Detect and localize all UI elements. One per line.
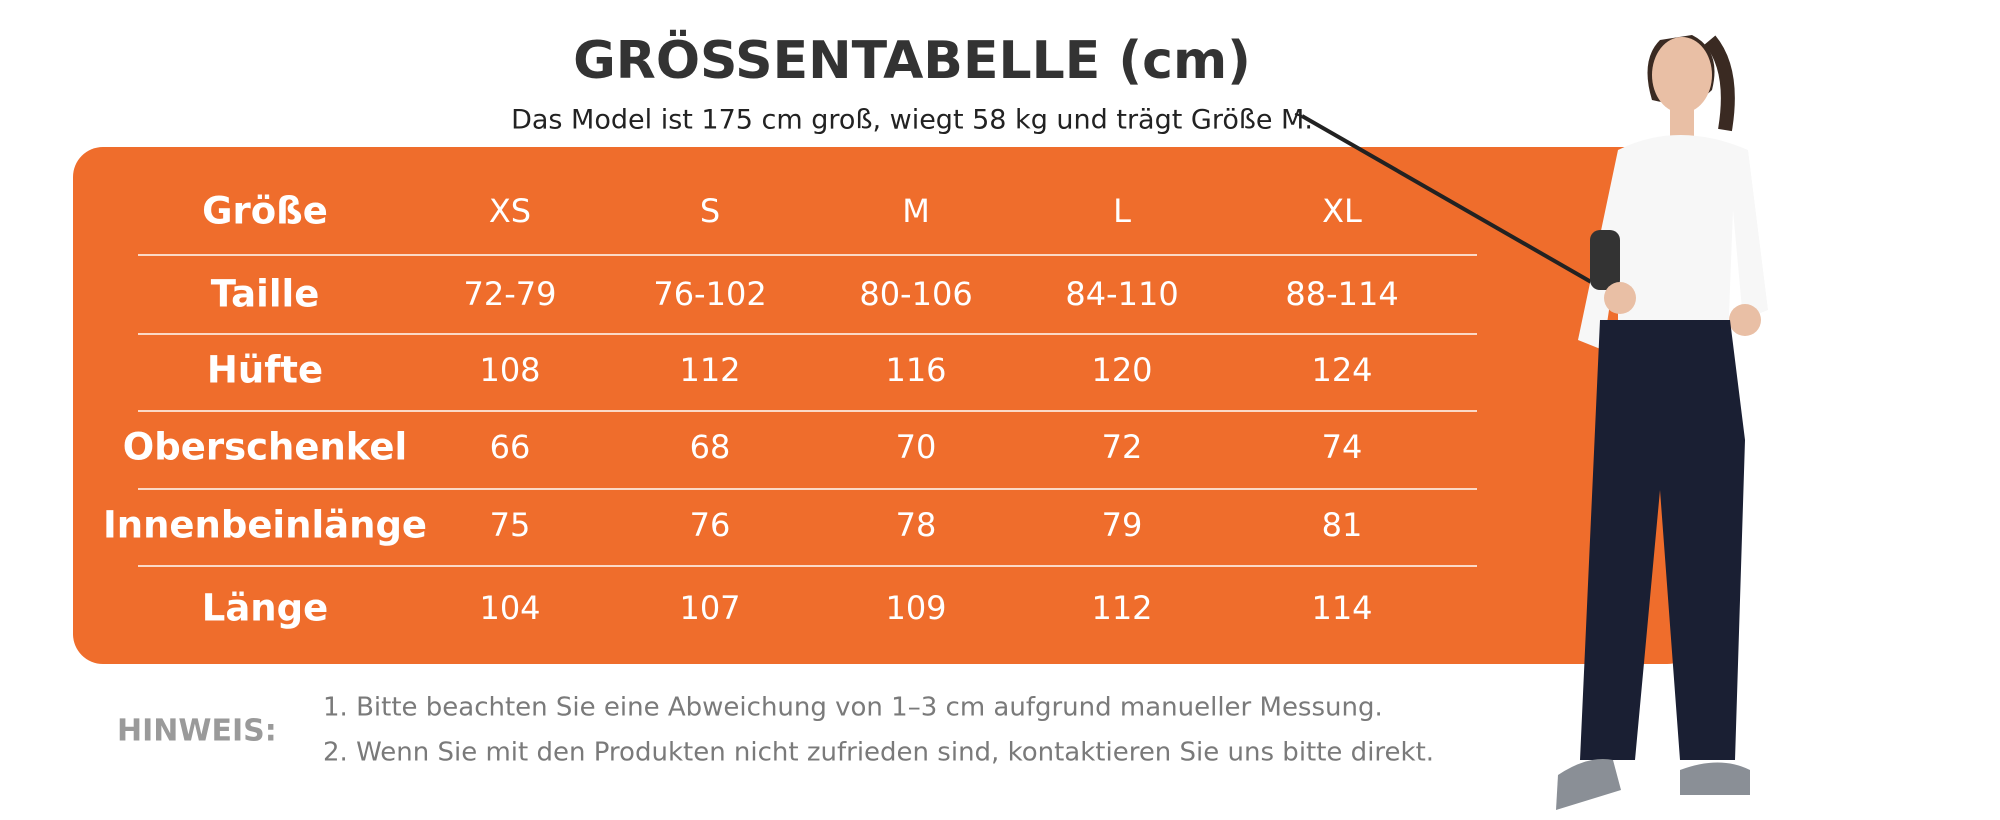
- cell: 75: [490, 506, 531, 544]
- table-panel: [73, 147, 1697, 664]
- cell: 74: [1322, 428, 1363, 466]
- size-header: XL: [1322, 192, 1362, 230]
- cell: 116: [885, 351, 946, 389]
- cell: 68: [690, 428, 731, 466]
- note-line: 1. Bitte beachten Sie eine Abweichung vo…: [323, 693, 1383, 723]
- size-header: L: [1113, 192, 1131, 230]
- cell: 88-114: [1285, 275, 1398, 313]
- cell: 70: [896, 428, 937, 466]
- cell: 72: [1102, 428, 1143, 466]
- cell: 84-110: [1065, 275, 1178, 313]
- cell: 120: [1091, 351, 1152, 389]
- cell: 72-79: [464, 275, 557, 313]
- cell: 76-102: [653, 275, 766, 313]
- row-label: Innenbeinlänge: [103, 504, 427, 547]
- cell: 108: [479, 351, 540, 389]
- cell: 66: [490, 428, 531, 466]
- cell: 80-106: [859, 275, 972, 313]
- title: GRÖSSENTABELLE (cm): [573, 29, 1251, 91]
- cell: 112: [679, 351, 740, 389]
- note-label: HINWEIS:: [117, 714, 277, 749]
- cell: 79: [1102, 506, 1143, 544]
- cell: 104: [479, 589, 540, 627]
- row-label: Länge: [202, 587, 328, 630]
- row-label: Taille: [211, 273, 320, 316]
- cell: 81: [1322, 506, 1363, 544]
- note-line: 2. Wenn Sie mit den Produkten nicht zufr…: [323, 738, 1434, 768]
- size-header: S: [700, 192, 720, 230]
- size-header: XS: [489, 192, 531, 230]
- cell: 107: [679, 589, 740, 627]
- subtitle: Das Model ist 175 cm groß, wiegt 58 kg u…: [511, 105, 1313, 136]
- cell: 112: [1091, 589, 1152, 627]
- cell: 78: [896, 506, 937, 544]
- cell: 76: [690, 506, 731, 544]
- row-label: Hüfte: [207, 349, 323, 392]
- size-header: M: [902, 192, 930, 230]
- row-label: Oberschenkel: [123, 426, 407, 469]
- cell: 109: [885, 589, 946, 627]
- header-label: Größe: [202, 190, 328, 233]
- cell: 124: [1311, 351, 1372, 389]
- model-figure: [1294, 35, 1768, 810]
- cell: 114: [1311, 589, 1372, 627]
